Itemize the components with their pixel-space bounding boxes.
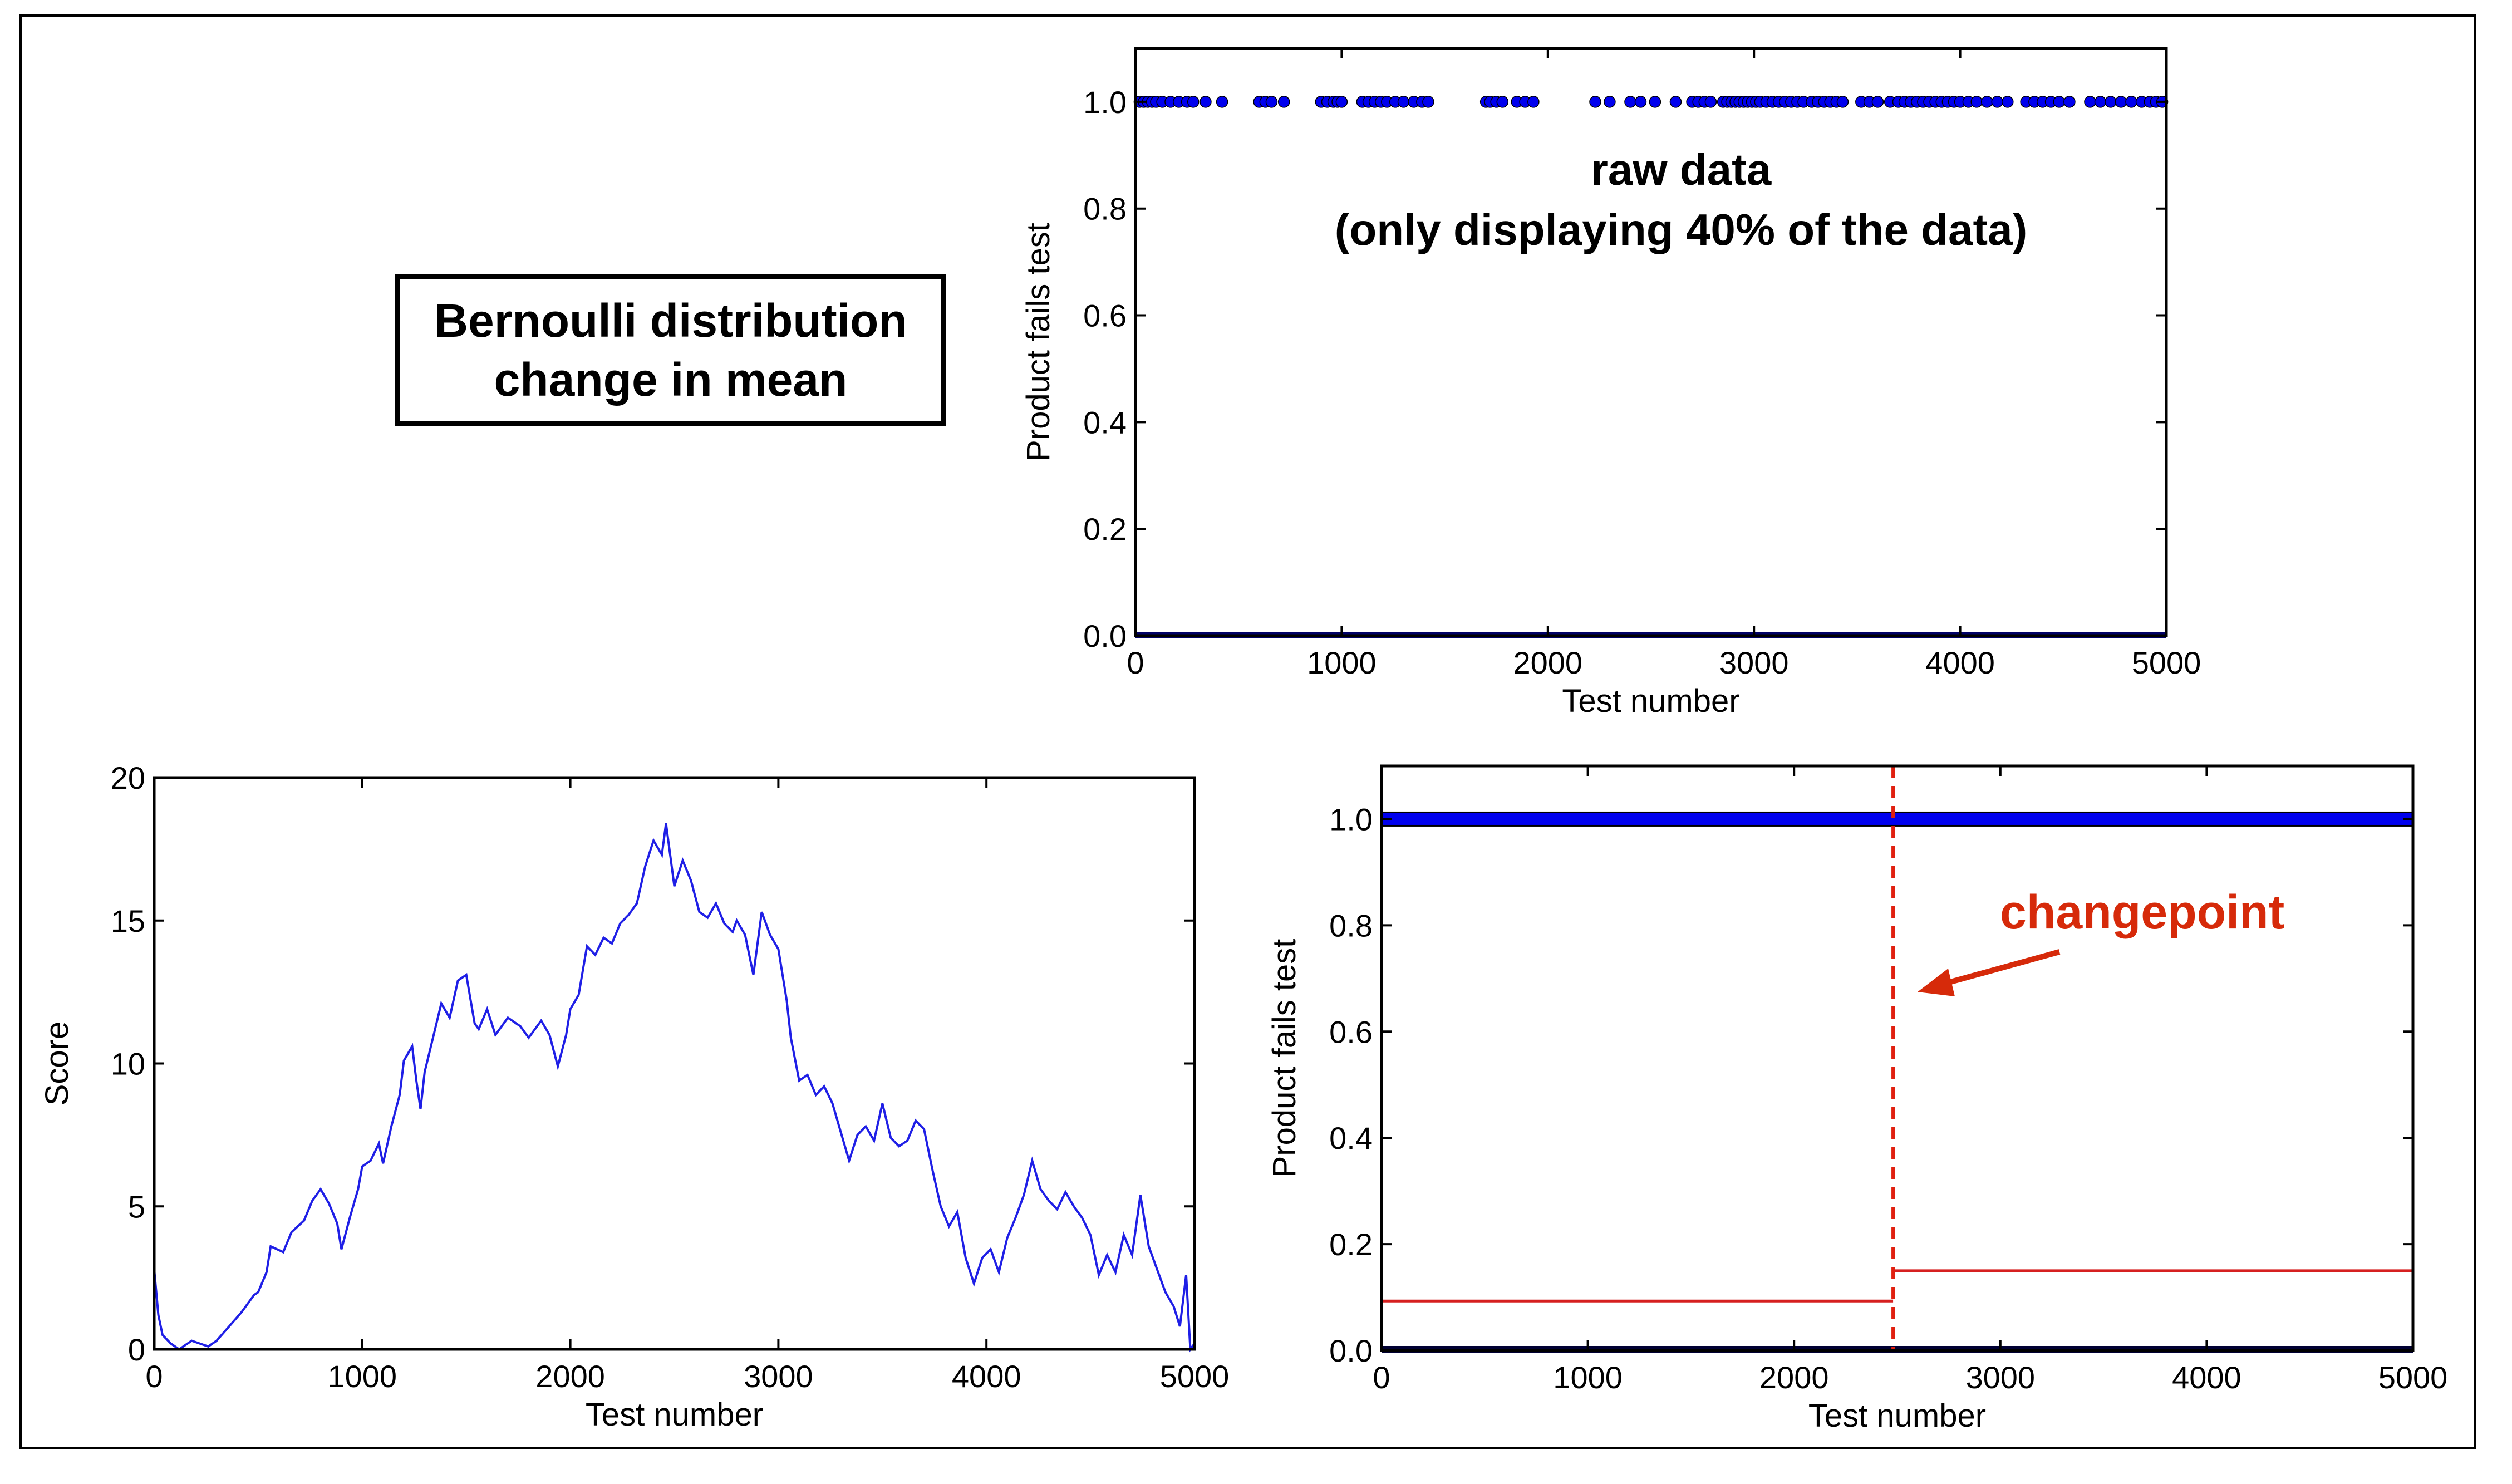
raw-data-ticks: 0 1000 2000 3000 4000 5000 0.0 0.2 0.4 0.6 0.8 1.0 <box>1083 48 2201 680</box>
y-tick-label: 0.4 <box>1329 1121 1373 1156</box>
data-point <box>2002 96 2014 108</box>
changepoint-chart: 0 1000 2000 3000 4000 50000.00.20.40.60.81.0 … <box>1266 764 2447 1434</box>
score-x-axis-label: Test number <box>586 1397 763 1433</box>
y-tick-label: 5 <box>128 1189 145 1224</box>
data-point <box>1527 96 1540 108</box>
figure-frame <box>19 14 2476 1449</box>
data-point <box>1991 96 2004 108</box>
x-tick-label: 4000 <box>1925 645 1995 680</box>
raw-data-x-axis-label: Test number <box>1562 683 1739 719</box>
x-tick-label: 1000 <box>1553 1360 1623 1395</box>
y-tick-label: 20 <box>111 760 145 795</box>
figure-title-line-2: change in mean <box>494 353 848 406</box>
y-tick-label: 0.4 <box>1083 405 1127 440</box>
x-tick-label: 0 <box>1127 645 1144 680</box>
y-tick-label: 1.0 <box>1329 802 1373 837</box>
data-point <box>1649 96 1661 108</box>
data-point <box>1335 96 1348 108</box>
changepoint-annotation: changepoint <box>2000 886 2284 939</box>
x-tick-label: 3000 <box>744 1359 813 1394</box>
x-tick-label: 5000 <box>1160 1359 1230 1394</box>
x-tick-label: 5000 <box>2132 645 2201 680</box>
data-point <box>1669 96 1682 108</box>
y-tick-label: 0.6 <box>1329 1014 1373 1049</box>
data-point <box>1422 96 1434 108</box>
score-ticks: 0 1000 2000 3000 4000 5000 0 5 10 15 20 <box>111 760 1230 1394</box>
x-tick-label: 3000 <box>1719 645 1789 680</box>
data-points-at-one <box>1380 811 2414 827</box>
score-axes <box>153 776 1196 1351</box>
data-point <box>1397 96 1410 108</box>
x-tick-label: 5000 <box>2378 1360 2448 1395</box>
x-tick-label: 1000 <box>328 1359 397 1394</box>
raw-data-y-axis-label: Product fails test <box>1020 223 1056 461</box>
y-tick-label: 0.2 <box>1083 512 1127 547</box>
y-tick-label: 0.0 <box>1329 1333 1373 1368</box>
score-chart: 0 1000 2000 3000 4000 5000 0 5 10 15 20 Test numbe… <box>39 760 1229 1433</box>
y-tick-label: 10 <box>111 1046 145 1082</box>
data-point <box>1624 96 1636 108</box>
x-tick-label: 3000 <box>1966 1360 2036 1395</box>
y-tick-label: 0 <box>128 1332 145 1367</box>
data-point <box>2084 96 2096 108</box>
raw-data-annotation-line-1: raw data <box>1591 145 1772 194</box>
y-tick-label: 0.2 <box>1329 1227 1373 1262</box>
arrow-head <box>1918 969 1955 996</box>
figure-title-line-1: Bernoulli distribution <box>434 294 907 347</box>
score-y-axis-label: Score <box>39 1021 75 1106</box>
x-tick-label: 2000 <box>535 1359 605 1394</box>
raw-data-points <box>1133 96 2169 638</box>
x-tick-label: 1000 <box>1307 645 1377 680</box>
y-tick-label: 1.0 <box>1083 85 1127 120</box>
data-point <box>1187 96 1200 108</box>
data-point <box>1704 96 1717 108</box>
y-tick-label: 0.6 <box>1083 298 1127 333</box>
x-tick-label: 2000 <box>1759 1360 1829 1395</box>
data-point <box>2105 96 2117 108</box>
changepoint-ticks: 0 1000 2000 3000 4000 5000 0.0 0.2 0.4 0.6 0.8 1.0 <box>1329 766 2447 1395</box>
raw-data-chart: 0 1000 2000 3000 4000 50000.00.20.40.60.81.0 … <box>1020 47 2201 719</box>
x-tick-label: 4000 <box>2172 1360 2241 1395</box>
raw-data-axes <box>1134 47 2168 637</box>
figure-title-box: Bernoulli distribution change in mean <box>395 274 946 426</box>
data-point <box>1981 96 1993 108</box>
x-tick-label: 4000 <box>952 1359 1021 1394</box>
changepoint-x-axis-label: Test number <box>1808 1398 1986 1434</box>
data-point <box>2053 96 2066 108</box>
x-tick-label: 2000 <box>1513 645 1583 680</box>
data-point <box>1589 96 1601 108</box>
data-point <box>1604 96 1616 108</box>
data-point <box>1634 96 1647 108</box>
data-point <box>2063 96 2076 108</box>
data-point <box>2125 96 2137 108</box>
data-point <box>1970 96 1983 108</box>
data-point <box>2094 96 2107 108</box>
changepoint-y-axis-label: Product fails test <box>1266 939 1302 1178</box>
data-point <box>1871 96 1884 108</box>
y-tick-label: 0.8 <box>1083 191 1127 227</box>
y-tick-label: 0.8 <box>1329 908 1373 943</box>
y-tick-label: 15 <box>111 903 145 938</box>
data-point <box>1265 96 1278 108</box>
changepoint-arrow-icon <box>1918 949 2061 996</box>
data-point <box>1277 96 1290 108</box>
data-point <box>1216 96 1228 108</box>
raw-data-annotation-line-2: (only displaying 40% of the data) <box>1335 205 2028 254</box>
x-tick-label: 0 <box>1373 1360 1390 1395</box>
data-point <box>1836 96 1849 108</box>
segment-mean-lines <box>1382 1269 2413 1303</box>
data-point <box>1496 96 1509 108</box>
x-tick-label: 0 <box>145 1359 163 1394</box>
y-tick-label: 0.0 <box>1083 618 1127 653</box>
score-series-line <box>153 823 1196 1353</box>
arrow-shaft <box>1941 949 2061 987</box>
data-point <box>1200 96 1212 108</box>
data-point <box>2115 96 2127 108</box>
changepoint-axes <box>1380 764 2415 1352</box>
